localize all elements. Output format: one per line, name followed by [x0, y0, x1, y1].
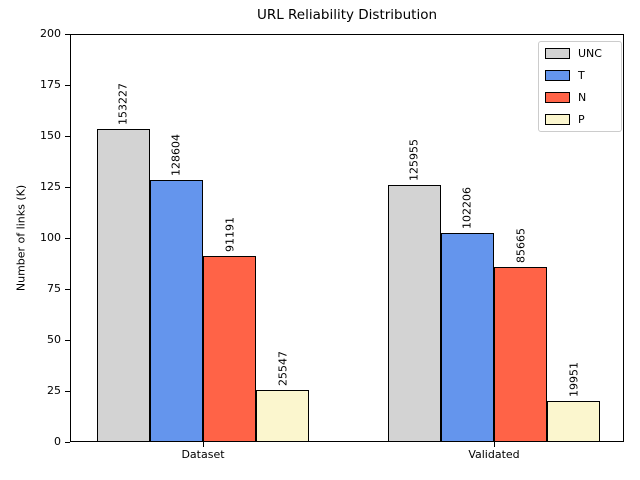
bar-dataset-t	[149, 179, 203, 442]
bar-dataset-unc	[96, 129, 150, 442]
chart-title: URL Reliability Distribution	[256, 7, 438, 23]
y-tick-label: 100	[40, 231, 61, 244]
legend-entry-t: T	[545, 69, 614, 82]
y-tick-label: 175	[40, 78, 61, 91]
y-tick-mark	[65, 339, 70, 341]
legend-label-n: N	[578, 91, 587, 104]
y-tick-label: 50	[47, 333, 61, 346]
bar-validated-p	[547, 401, 601, 442]
x-tick-mark	[494, 442, 495, 447]
bar-value-label-validated-p: 19951	[567, 362, 581, 398]
bar-value-label-validated-n: 85665	[514, 228, 528, 264]
bar-value-label-validated-unc: 125955	[407, 139, 421, 182]
bar-value-label-dataset-t: 128604	[169, 133, 183, 176]
legend-label-t: T	[578, 69, 585, 82]
bar-value-label-dataset-unc: 153227	[116, 83, 130, 126]
y-tick-label: 25	[47, 384, 61, 397]
x-tick-label-dataset: Dataset	[181, 448, 225, 461]
y-tick-mark	[65, 84, 70, 86]
bar-validated-unc	[387, 185, 441, 442]
y-tick-mark	[65, 186, 70, 188]
bar-value-label-validated-t: 102206	[460, 187, 474, 230]
y-tick-label: 0	[54, 435, 61, 448]
bar-validated-n	[494, 267, 548, 442]
y-tick-mark	[65, 390, 70, 392]
y-tick-label: 200	[40, 27, 61, 40]
legend-swatch-t	[545, 70, 570, 81]
bar-dataset-n	[203, 255, 257, 442]
y-tick-mark	[65, 288, 70, 290]
legend-swatch-n	[545, 92, 570, 103]
legend-swatch-p	[545, 114, 570, 125]
x-tick-label-validated: Validated	[468, 448, 520, 461]
y-tick-mark	[65, 135, 70, 137]
bar-value-label-dataset-p: 25547	[276, 350, 290, 386]
bar-validated-t	[440, 233, 494, 442]
y-tick-mark	[65, 441, 70, 443]
y-tick-mark	[65, 237, 70, 239]
bar-dataset-p	[256, 389, 310, 442]
y-tick-label: 125	[40, 180, 61, 193]
legend: UNC T N P	[538, 41, 622, 132]
legend-label-p: P	[578, 113, 585, 126]
legend-entry-unc: UNC	[545, 47, 614, 60]
y-tick-mark	[65, 33, 70, 35]
legend-entry-n: N	[545, 91, 614, 104]
legend-entry-p: P	[545, 113, 614, 126]
legend-swatch-unc	[545, 48, 570, 59]
legend-label-unc: UNC	[578, 47, 602, 60]
x-tick-mark	[203, 442, 204, 447]
y-tick-label: 150	[40, 129, 61, 142]
y-tick-label: 75	[47, 282, 61, 295]
bar-value-label-dataset-n: 91191	[223, 216, 237, 252]
